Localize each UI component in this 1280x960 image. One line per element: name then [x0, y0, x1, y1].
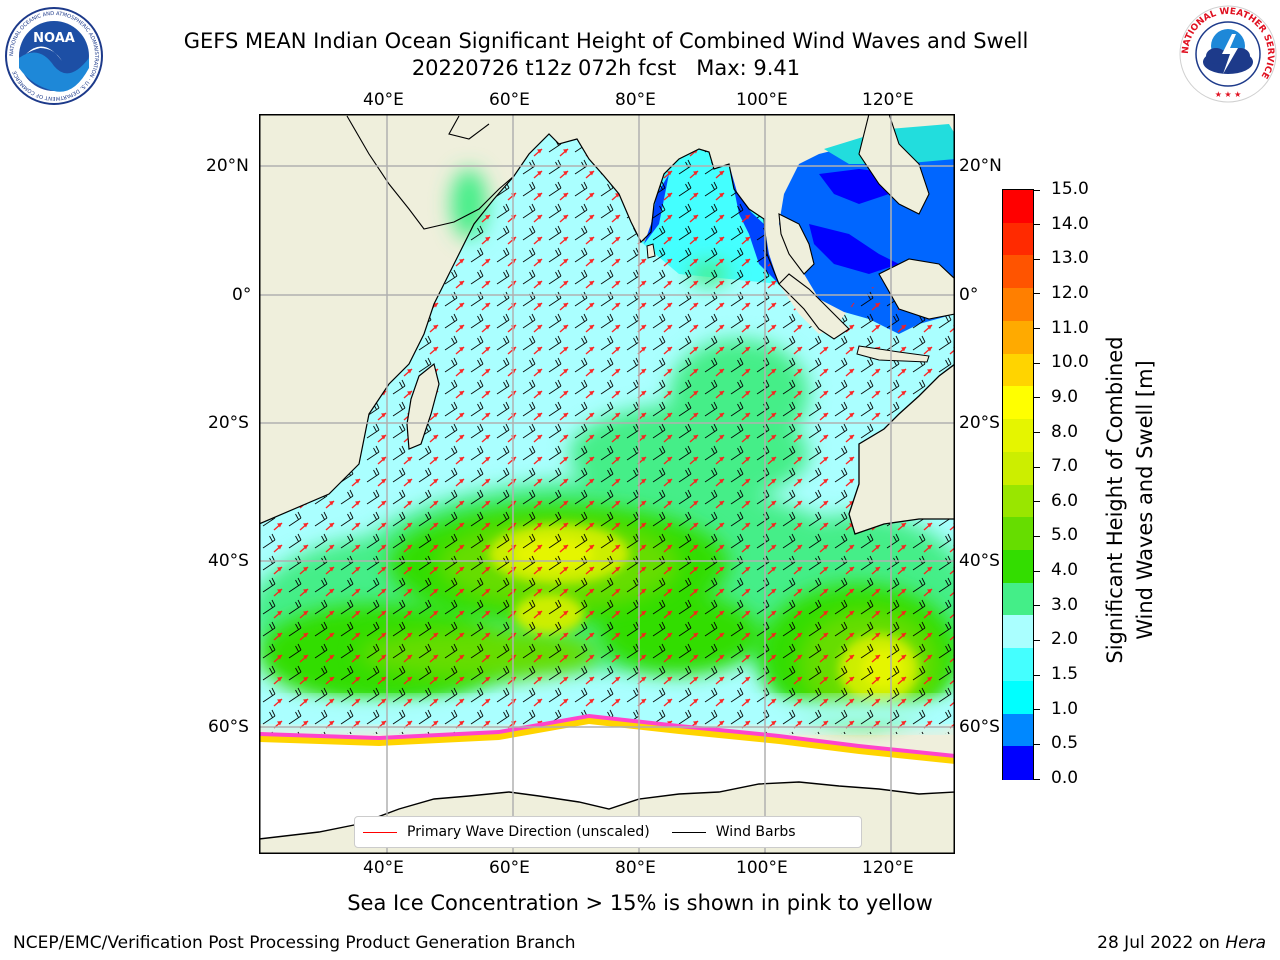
colorbar-tick-mark	[1034, 258, 1040, 260]
colorbar-tick-label: 7.0	[1051, 456, 1079, 477]
colorbar-tick-mark	[1034, 328, 1040, 330]
title-line2: 20220726 t12z 072h fcst Max: 9.41	[411, 56, 801, 80]
colorbar-tick-label: 10.0	[1051, 352, 1089, 373]
colorbar-tick-label: 0.0	[1051, 768, 1079, 788]
legend-item-wind-barbs: Wind Barbs	[671, 824, 796, 840]
colorbar-segment	[1003, 451, 1033, 486]
colorbar-tick-mark	[1034, 466, 1040, 468]
colorbar-tick-label: 11.0	[1051, 317, 1089, 338]
lon-tick-bottom-4: 100°E	[736, 858, 788, 878]
colorbar-ticks: 15.0 14.0 13.0 12.0 11.0 10.0 9.0 8.0 7.0 6.0 5.0 4…	[1034, 179, 1104, 788]
lon-tick-top-1: 40°E	[363, 90, 404, 110]
colorbar-segment	[1003, 484, 1033, 518]
colorbar-tick-label: 4.0	[1051, 560, 1079, 581]
colorbar-label-line2: Wind Waves and Swell [m]	[1133, 360, 1157, 640]
colorbar-tick-mark	[1034, 570, 1040, 572]
lon-tick-top-4: 100°E	[736, 90, 788, 110]
colorbar-tick-label: 9.0	[1051, 386, 1079, 407]
map-legend: Primary Wave Direction (unscaled) Wind B…	[354, 816, 862, 848]
colorbar-tick-mark	[1034, 224, 1040, 226]
lon-tick-bottom-3: 80°E	[615, 858, 656, 878]
colorbar-tick-mark	[1034, 189, 1040, 191]
colorbar-segment	[1003, 615, 1033, 649]
colorbar-tick-label: 1.0	[1051, 698, 1079, 719]
lat-tick-right-5: 60°S	[959, 717, 1000, 737]
colorbar-tick-label: 14.0	[1051, 213, 1089, 234]
footer-credit: NCEP/EMC/Verification Post Processing Pr…	[13, 933, 576, 953]
colorbar-tick-mark	[1034, 709, 1040, 711]
colorbar-tick-mark	[1034, 605, 1040, 607]
colorbar-segment	[1003, 680, 1033, 715]
colorbar-tick-mark	[1034, 674, 1040, 676]
lon-tick-top-5: 120°E	[862, 90, 914, 110]
colorbar-segment	[1003, 386, 1033, 420]
title-line1: GEFS MEAN Indian Ocean Significant Heigh…	[183, 29, 1029, 53]
colorbar	[1002, 189, 1034, 780]
colorbar-tick-label: 5.0	[1051, 525, 1079, 546]
colorbar-segment	[1003, 353, 1033, 387]
colorbar-segment	[1003, 549, 1033, 584]
nws-logo: NATIONAL WEATHER SERVICE ★ ★ ★	[1179, 5, 1277, 103]
colorbar-segment	[1003, 648, 1033, 682]
colorbar-tick-mark	[1034, 778, 1040, 780]
colorbar-tick-label: 0.5	[1051, 733, 1079, 754]
lat-tick-left-5: 60°S	[208, 717, 249, 737]
legend-item-wave-direction: Primary Wave Direction (unscaled)	[363, 824, 650, 840]
lat-tick-right-1: 20°N	[959, 156, 1002, 176]
colorbar-segment	[1003, 320, 1033, 355]
colorbar-segment	[1003, 419, 1033, 453]
wave-height-map	[259, 114, 955, 854]
sea-ice-caption: Sea Ice Concentration > 15% is shown in …	[347, 891, 933, 915]
legend-label-wind-barbs: Wind Barbs	[715, 824, 796, 840]
colorbar-segment	[1003, 255, 1033, 289]
colorbar-tick-label: 8.0	[1051, 421, 1079, 442]
legend-swatch-wind-barbs	[671, 831, 706, 833]
footer-date-text: 28 Jul 2022 on	[1097, 933, 1226, 953]
colorbar-tick-label: 2.0	[1051, 629, 1079, 650]
footer-date: 28 Jul 2022 on Hera	[1097, 933, 1266, 953]
colorbar-segment	[1003, 517, 1033, 551]
lat-tick-right-4: 40°S	[959, 551, 1000, 571]
colorbar-tick-mark	[1034, 293, 1040, 295]
noaa-logo-text: NOAA	[33, 31, 75, 46]
lat-tick-left-3: 20°S	[208, 413, 249, 433]
lon-tick-bottom-2: 60°E	[489, 858, 530, 878]
colorbar-segment	[1003, 222, 1033, 257]
lon-tick-top-2: 60°E	[489, 90, 530, 110]
colorbar-label: Significant Height of Combined Wind Wave…	[1100, 330, 1160, 670]
lat-tick-left-1: 20°N	[206, 156, 249, 176]
lat-tick-right-3: 20°S	[959, 413, 1000, 433]
colorbar-tick-label: 3.0	[1051, 594, 1079, 615]
colorbar-segment	[1003, 582, 1033, 616]
legend-label-wave-direction: Primary Wave Direction (unscaled)	[407, 824, 650, 840]
colorbar-tick-mark	[1034, 501, 1040, 503]
colorbar-tick-mark	[1034, 535, 1040, 537]
colorbar-segment	[1003, 746, 1033, 780]
lat-tick-right-2: 0°	[959, 285, 979, 305]
colorbar-label-line1: Significant Height of Combined	[1103, 336, 1127, 664]
colorbar-tick-mark	[1034, 743, 1040, 745]
colorbar-tick-label: 6.0	[1051, 490, 1079, 511]
colorbar-segment	[1003, 190, 1033, 224]
colorbar-tick-mark	[1034, 432, 1040, 434]
colorbar-segment	[1003, 288, 1033, 322]
colorbar-tick-label: 13.0	[1051, 248, 1089, 269]
lat-tick-left-4: 40°S	[208, 551, 249, 571]
colorbar-tick-label: 12.0	[1051, 282, 1089, 303]
colorbar-tick-mark	[1034, 639, 1040, 641]
lon-tick-top-3: 80°E	[615, 90, 656, 110]
colorbar-segment	[1003, 713, 1033, 747]
svg-text:★ ★ ★: ★ ★ ★	[1215, 90, 1242, 99]
colorbar-tick-mark	[1034, 362, 1040, 364]
legend-swatch-wave-direction	[363, 831, 397, 833]
noaa-logo: NOAA NATIONAL OCEANIC AND ATMOSPHERIC AD…	[5, 7, 103, 105]
lon-tick-bottom-1: 40°E	[363, 858, 404, 878]
footer-host: Hera	[1225, 933, 1266, 953]
colorbar-tick-label: 15.0	[1051, 179, 1089, 199]
lat-tick-left-2: 0°	[232, 285, 252, 305]
graticule	[259, 114, 955, 854]
lon-tick-bottom-5: 120°E	[862, 858, 914, 878]
colorbar-tick-label: 1.5	[1051, 664, 1079, 685]
colorbar-tick-mark	[1034, 397, 1040, 399]
